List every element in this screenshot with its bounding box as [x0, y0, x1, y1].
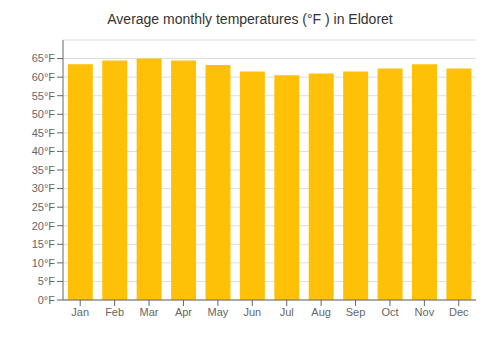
svg-text:25°F: 25°F [32, 201, 56, 213]
svg-text:65°F: 65°F [32, 52, 56, 64]
svg-text:40°F: 40°F [32, 145, 56, 157]
svg-text:10°F: 10°F [32, 257, 56, 269]
svg-text:30°F: 30°F [32, 182, 56, 194]
svg-text:50°F: 50°F [32, 108, 56, 120]
svg-text:Mar: Mar [140, 306, 159, 318]
svg-text:20°F: 20°F [32, 220, 56, 232]
svg-text:5°F: 5°F [38, 275, 56, 287]
svg-text:35°F: 35°F [32, 164, 56, 176]
svg-text:Apr: Apr [175, 306, 192, 318]
svg-text:Sep: Sep [346, 306, 366, 318]
svg-text:Jun: Jun [243, 306, 261, 318]
svg-text:0°F: 0°F [38, 294, 56, 306]
svg-text:55°F: 55°F [32, 90, 56, 102]
svg-text:Jul: Jul [280, 306, 294, 318]
html-text:Average monthly temperatures (: Average monthly temperatures (°F ) in El… [107, 11, 393, 27]
svg-text:Nov: Nov [415, 306, 435, 318]
svg-text:Oct: Oct [381, 306, 398, 318]
svg-text:Dec: Dec [449, 306, 469, 318]
svg-text:May: May [207, 306, 228, 318]
svg-text:15°F: 15°F [32, 238, 56, 250]
svg-text:45°F: 45°F [32, 127, 56, 139]
svg-text:Aug: Aug [311, 306, 331, 318]
svg-text:60°F: 60°F [32, 71, 56, 83]
svg-text:Jan: Jan [71, 306, 89, 318]
svg-text:Feb: Feb [105, 306, 124, 318]
